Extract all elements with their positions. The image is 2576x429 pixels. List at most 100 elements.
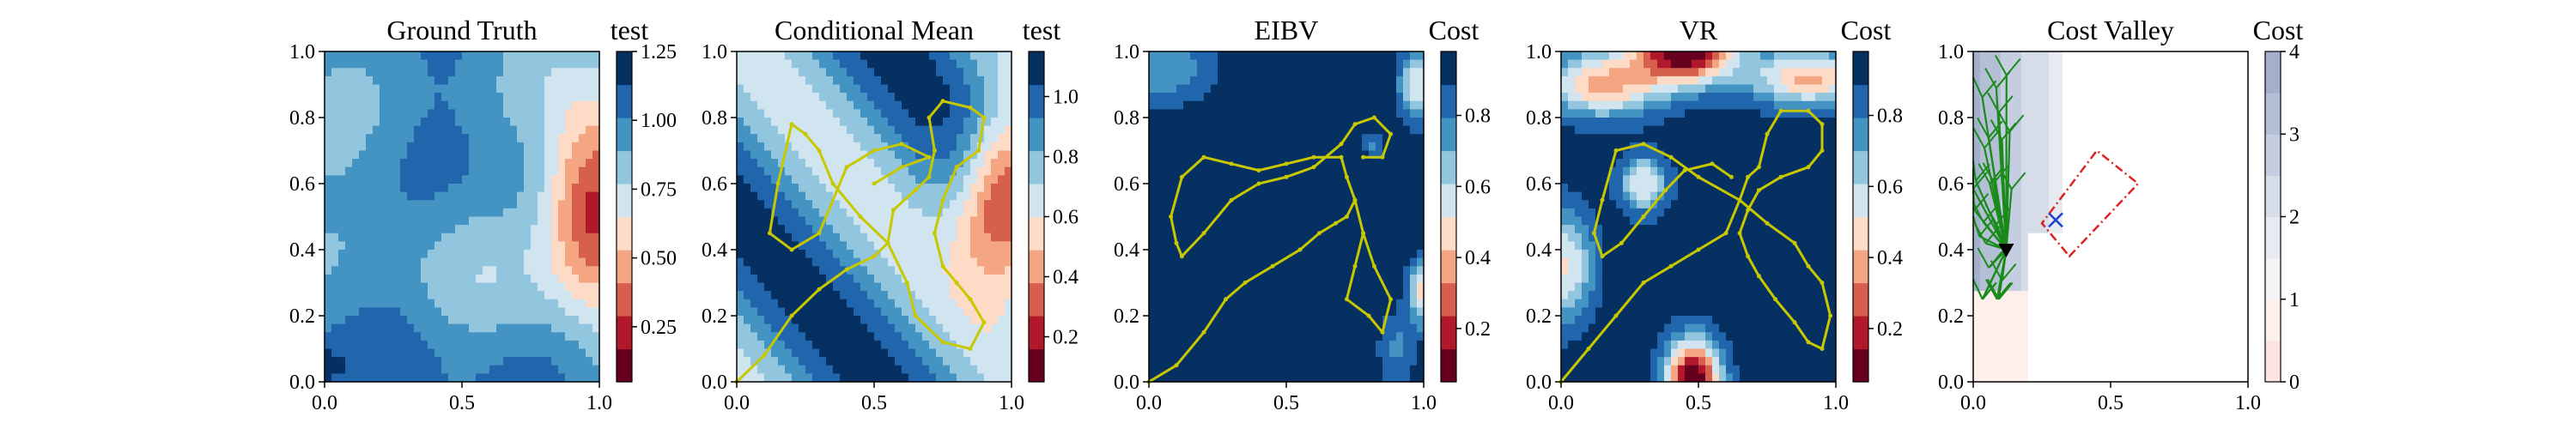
x-tick-label: 1.0 [586, 392, 612, 414]
heatmap-cell [840, 216, 848, 226]
heatmap-cell [874, 348, 882, 358]
heatmap-cell [558, 175, 566, 184]
heatmap-cell [915, 373, 923, 383]
heatmap-cell [579, 125, 586, 135]
heatmap-cell [352, 93, 360, 102]
heatmap-cell [1389, 340, 1397, 350]
heatmap-cell [386, 175, 394, 184]
heatmap-cell [1149, 348, 1157, 358]
heatmap-cell [517, 291, 525, 300]
heatmap-cell [1376, 316, 1383, 325]
heatmap-cell [1355, 125, 1363, 135]
heatmap-cell [1156, 100, 1163, 110]
heatmap-cell [1327, 373, 1335, 383]
heatmap-cell [854, 365, 861, 374]
heatmap-cell [455, 142, 463, 152]
heatmap-cell [1156, 200, 1163, 209]
heatmap-cell [373, 316, 380, 325]
heatmap-cell [737, 159, 744, 168]
heatmap-cell [503, 365, 511, 374]
heatmap-cell [531, 274, 538, 284]
path-point [1224, 297, 1229, 302]
heatmap-cell [325, 365, 332, 374]
heatmap-cell [908, 216, 916, 226]
heatmap-cell [1170, 233, 1177, 242]
heatmap-cell [847, 100, 854, 110]
heatmap-cell [393, 299, 401, 308]
heatmap-cell [881, 348, 889, 358]
heatmap-cell [819, 150, 827, 160]
heatmap-cell [1197, 216, 1205, 226]
heatmap-cell [579, 208, 586, 218]
heatmap-cell [338, 150, 346, 160]
heatmap-cell [991, 323, 999, 333]
heatmap-cell [510, 348, 518, 358]
heatmap-cell [1327, 142, 1335, 152]
heatmap-cell [544, 216, 552, 226]
heatmap-cell [1218, 282, 1225, 292]
heatmap-cell [799, 257, 806, 267]
heatmap-cell [764, 323, 772, 333]
heatmap-cell [517, 84, 525, 94]
heatmap-cell [572, 282, 580, 292]
heatmap-cell [462, 208, 470, 218]
heatmap-cell [1149, 159, 1157, 168]
heatmap-cell [592, 274, 600, 284]
heatmap-cell [977, 216, 985, 226]
heatmap-cell [1314, 299, 1321, 308]
heatmap-cell [517, 282, 525, 292]
heatmap-cell [867, 216, 875, 226]
heatmap-cell [1197, 257, 1205, 267]
path-point [1229, 161, 1234, 166]
heatmap-cell [977, 150, 985, 160]
heatmap-cell [1163, 134, 1170, 143]
heatmap-cell [1273, 332, 1280, 341]
heatmap-cell [1410, 373, 1418, 383]
heatmap-cell [1163, 68, 1170, 77]
heatmap-cell [895, 125, 902, 135]
heatmap-cell [737, 118, 744, 127]
heatmap-cell [998, 118, 1005, 127]
heatmap-cell [970, 274, 978, 284]
heatmap-cell [393, 266, 401, 275]
heatmap-cell [929, 332, 937, 341]
heatmap-cell [551, 241, 559, 251]
heatmap-cell [476, 340, 483, 350]
heatmap-cell [421, 134, 428, 143]
heatmap-cell [750, 241, 758, 251]
heatmap-cell [991, 68, 999, 77]
heatmap-cell [503, 118, 511, 127]
heatmap-cell [1149, 59, 1157, 69]
heatmap-cell [922, 266, 930, 275]
heatmap-cell [517, 348, 525, 358]
heatmap-cell [902, 348, 909, 358]
heatmap-cell [1417, 282, 1425, 292]
heatmap-cell [1410, 166, 1418, 176]
heatmap-cell [1376, 166, 1383, 176]
heatmap-cell [785, 150, 793, 160]
heatmap-cell [908, 175, 916, 184]
heatmap-cell [963, 125, 971, 135]
heatmap-cell [476, 134, 483, 143]
heatmap-cell [799, 299, 806, 308]
heatmap-cell [380, 233, 387, 242]
heatmap-cell [483, 291, 490, 300]
heatmap-cell [874, 100, 882, 110]
heatmap-cell [586, 59, 593, 69]
heatmap-cell [489, 365, 497, 374]
heatmap-cell [1417, 274, 1425, 284]
heatmap-cell [1259, 100, 1267, 110]
heatmap-cell [524, 250, 532, 259]
heatmap-cell [1341, 316, 1349, 325]
heatmap-cell [586, 225, 593, 234]
heatmap-cell [799, 175, 806, 184]
heatmap-cell [428, 291, 435, 300]
heatmap-cell [1314, 100, 1321, 110]
heatmap-cell [380, 93, 387, 102]
heatmap-cell [757, 323, 765, 333]
heatmap-cell [922, 316, 930, 325]
heatmap-cell [1321, 274, 1328, 284]
heatmap-cell [1417, 93, 1425, 102]
heatmap-cell [1273, 274, 1280, 284]
